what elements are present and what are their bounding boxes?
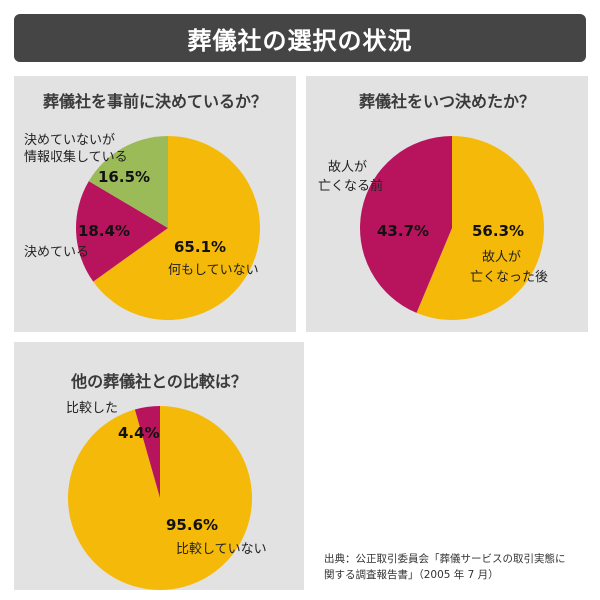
slice-label-not-compared: 比較していない [176, 542, 267, 557]
slice-value-compared: 4.4% [118, 424, 160, 442]
slice-value-collecting-info: 16.5% [98, 168, 151, 186]
slice-value-before-death: 43.7% [377, 222, 430, 240]
slice-label-collecting-info-line1: 決めていないが [24, 133, 116, 148]
panel-decided-in-advance: 葬儀社を事前に決めているか？ [14, 76, 296, 332]
page-title: 葬儀社の選択の状況 [14, 14, 586, 62]
slice-label-nothing: 何もしていない [168, 263, 259, 278]
chart-title: 葬儀社を事前に決めているか？ [42, 92, 267, 111]
slice-label-before-death-line2: 亡くなる前 [318, 179, 384, 194]
slice-label-after-death-line2: 亡くなった後 [470, 270, 549, 285]
slice-value-decided: 18.4% [78, 222, 131, 240]
source-note: 出典：公正取引委員会「葬儀サービスの取引実態に 関する調査報告書」（2005 年… [324, 551, 594, 584]
chart-title: 葬儀社をいつ決めたか？ [358, 92, 535, 111]
slice-label-collecting-info-line2: 情報収集している [24, 150, 128, 165]
slice-value-after-death: 56.3% [472, 222, 525, 240]
panel-when-decided: 葬儀社をいつ決めたか？ [306, 76, 588, 332]
slice-label-after-death-line1: 故人が [482, 250, 522, 265]
slice-value-nothing: 65.1% [174, 238, 227, 256]
slice-label-compared: 比較した [66, 401, 119, 416]
source-line-2: 関する調査報告書」（2005 年 7 月） [324, 569, 499, 582]
slice-value-not-compared: 95.6% [166, 516, 219, 534]
chart-title: 他の葬儀社との比較は？ [71, 372, 247, 391]
source-line-1: 出典：公正取引委員会「葬儀サービスの取引実態に [324, 553, 566, 565]
slice-label-decided: 決めている [24, 245, 90, 260]
slice-label-before-death-line1: 故人が [328, 160, 368, 175]
